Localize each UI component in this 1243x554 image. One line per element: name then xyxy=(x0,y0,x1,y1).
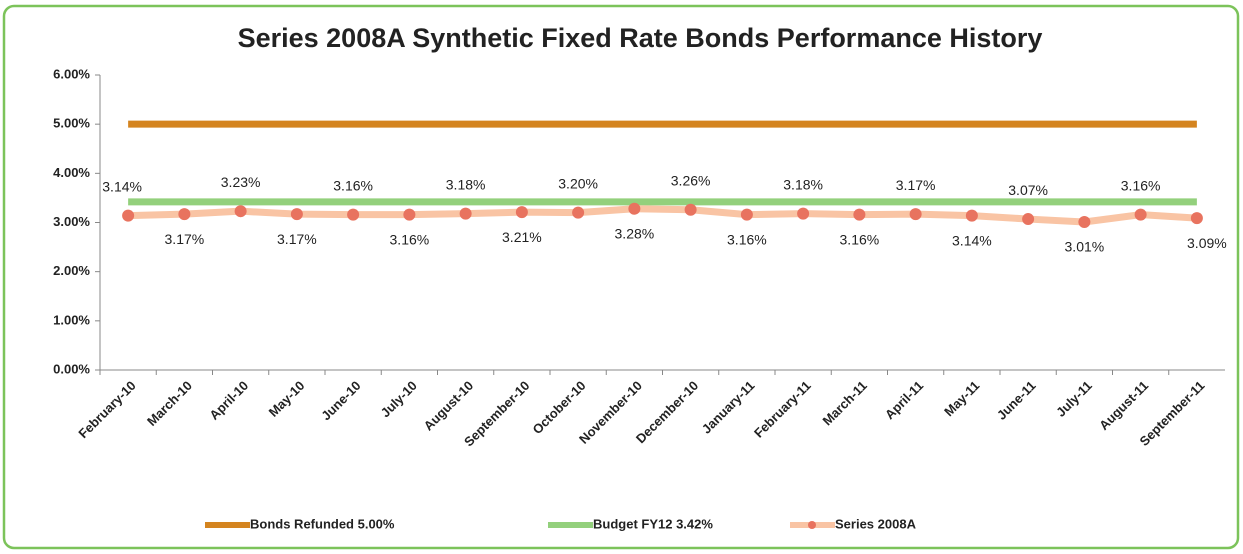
data-label: 3.07% xyxy=(1008,182,1048,198)
data-point xyxy=(1134,208,1147,221)
data-point xyxy=(797,207,810,220)
legend-label: Series 2008A xyxy=(835,516,917,531)
data-point xyxy=(122,209,135,222)
y-tick-label: 4.00% xyxy=(53,165,90,180)
chart-border xyxy=(2,4,1240,550)
data-point xyxy=(909,208,922,221)
data-point xyxy=(853,208,866,221)
data-label: 3.09% xyxy=(1187,235,1227,251)
data-label: 3.17% xyxy=(896,177,936,193)
data-point xyxy=(684,203,697,216)
data-label: 3.14% xyxy=(102,178,142,194)
data-label: 3.28% xyxy=(615,225,655,241)
data-point xyxy=(403,208,416,221)
legend-marker xyxy=(808,521,816,529)
series-line xyxy=(128,205,1198,226)
data-point xyxy=(347,208,360,221)
data-point xyxy=(515,206,528,219)
data-label: 3.26% xyxy=(671,172,711,188)
data-point xyxy=(740,208,753,221)
y-tick-label: 0.00% xyxy=(53,361,90,376)
data-point xyxy=(965,209,978,222)
data-label: 3.21% xyxy=(502,229,542,245)
data-point xyxy=(1078,216,1091,229)
data-point xyxy=(1190,212,1203,225)
data-label: 3.14% xyxy=(952,232,992,248)
data-label: 3.16% xyxy=(333,177,373,193)
data-label: 3.01% xyxy=(1065,239,1105,255)
data-label: 3.17% xyxy=(165,231,205,247)
y-tick-label: 2.00% xyxy=(53,263,90,278)
data-label: 3.18% xyxy=(783,176,823,192)
legend-label: Budget FY12 3.42% xyxy=(593,516,713,531)
data-point xyxy=(459,207,472,220)
data-label: 3.23% xyxy=(221,174,261,190)
chart-title: Series 2008A Synthetic Fixed Rate Bonds … xyxy=(238,23,1043,53)
data-label: 3.20% xyxy=(558,175,598,191)
y-tick-label: 5.00% xyxy=(53,116,90,131)
y-tick-label: 6.00% xyxy=(53,66,90,81)
data-point xyxy=(290,208,303,221)
data-label: 3.18% xyxy=(446,176,486,192)
y-tick-label: 3.00% xyxy=(53,214,90,229)
y-tick-label: 1.00% xyxy=(53,312,90,327)
data-point xyxy=(178,208,191,221)
data-point xyxy=(628,202,641,215)
legend-label: Bonds Refunded 5.00% xyxy=(250,516,395,531)
data-label: 3.16% xyxy=(1121,177,1161,193)
data-label: 3.16% xyxy=(390,231,430,247)
data-label: 3.16% xyxy=(840,231,880,247)
data-label: 3.16% xyxy=(727,231,767,247)
data-label: 3.17% xyxy=(277,231,317,247)
data-point xyxy=(572,206,585,219)
data-point xyxy=(234,205,247,218)
data-point xyxy=(1022,213,1035,226)
